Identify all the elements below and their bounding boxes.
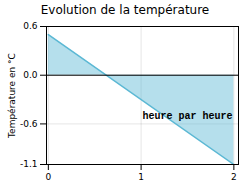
- svg-text:0: 0: [45, 172, 51, 182]
- html-text:Evolution de la température: Evolution de la température: [40, 3, 210, 17]
- svg-text:Température en °C: Température en °C: [7, 53, 17, 139]
- svg-text:-0.6: -0.6: [20, 119, 38, 129]
- svg-text:2: 2: [231, 172, 237, 182]
- svg-text:0.0: 0.0: [23, 70, 38, 80]
- svg-text:heure par heure: heure par heure: [142, 111, 232, 122]
- svg-text:0.6: 0.6: [23, 21, 38, 31]
- svg-text:1: 1: [138, 172, 144, 182]
- svg-text:-1.1: -1.1: [20, 159, 38, 169]
